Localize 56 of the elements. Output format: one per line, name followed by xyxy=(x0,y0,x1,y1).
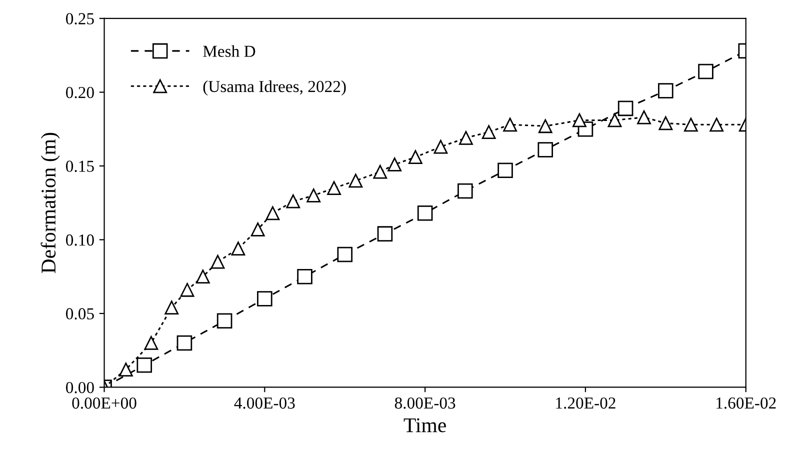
point xyxy=(286,194,300,208)
point xyxy=(684,118,698,132)
point xyxy=(710,118,724,132)
y-tick-label: 0.10 xyxy=(66,234,94,246)
point xyxy=(250,222,265,236)
legend-label: Mesh D xyxy=(203,45,256,57)
x-axis-title: Time xyxy=(404,418,446,432)
point xyxy=(538,142,553,158)
point xyxy=(297,268,312,284)
point xyxy=(231,242,246,256)
point xyxy=(658,83,674,98)
x-tick-label: 1.20E-02 xyxy=(556,397,616,409)
point xyxy=(210,254,225,269)
x-tick-label: 0.00E+00 xyxy=(72,397,136,409)
point xyxy=(136,357,152,373)
point xyxy=(348,174,363,188)
x-tick-label: 1.60E-02 xyxy=(716,397,776,409)
point xyxy=(658,116,673,130)
point xyxy=(306,188,321,202)
x-tick-label: 8.00E-03 xyxy=(394,397,456,409)
point xyxy=(434,140,448,154)
point xyxy=(327,181,341,196)
point xyxy=(417,206,433,221)
point xyxy=(216,313,232,328)
point xyxy=(337,246,352,262)
point xyxy=(503,118,518,132)
y-tick-label: 0.15 xyxy=(66,160,94,172)
point xyxy=(266,206,280,220)
y-tick-label: 0.00 xyxy=(66,382,94,394)
point xyxy=(176,335,192,351)
point xyxy=(377,226,393,242)
x-tick-label: 4.00E-03 xyxy=(234,397,295,409)
point xyxy=(373,164,388,179)
point xyxy=(538,119,552,134)
point xyxy=(608,113,622,128)
point xyxy=(144,336,158,350)
point xyxy=(498,162,513,178)
y-axis-title: Deformation (m) xyxy=(40,132,60,274)
point xyxy=(408,150,422,164)
point xyxy=(459,130,473,145)
point xyxy=(482,125,496,139)
point xyxy=(698,64,714,80)
point xyxy=(618,100,634,116)
legend-label: (Usama Idrees, 2022) xyxy=(203,80,346,96)
point xyxy=(180,282,194,297)
point xyxy=(388,158,402,172)
y-tick-label: 0.20 xyxy=(66,86,94,98)
point xyxy=(196,270,210,284)
point xyxy=(257,291,272,306)
point xyxy=(572,113,586,128)
y-tick-label: 0.05 xyxy=(66,308,94,320)
point xyxy=(164,300,179,315)
y-tick-label: 0.25 xyxy=(66,13,94,24)
point xyxy=(637,110,651,124)
point xyxy=(458,183,473,199)
point xyxy=(118,362,133,376)
